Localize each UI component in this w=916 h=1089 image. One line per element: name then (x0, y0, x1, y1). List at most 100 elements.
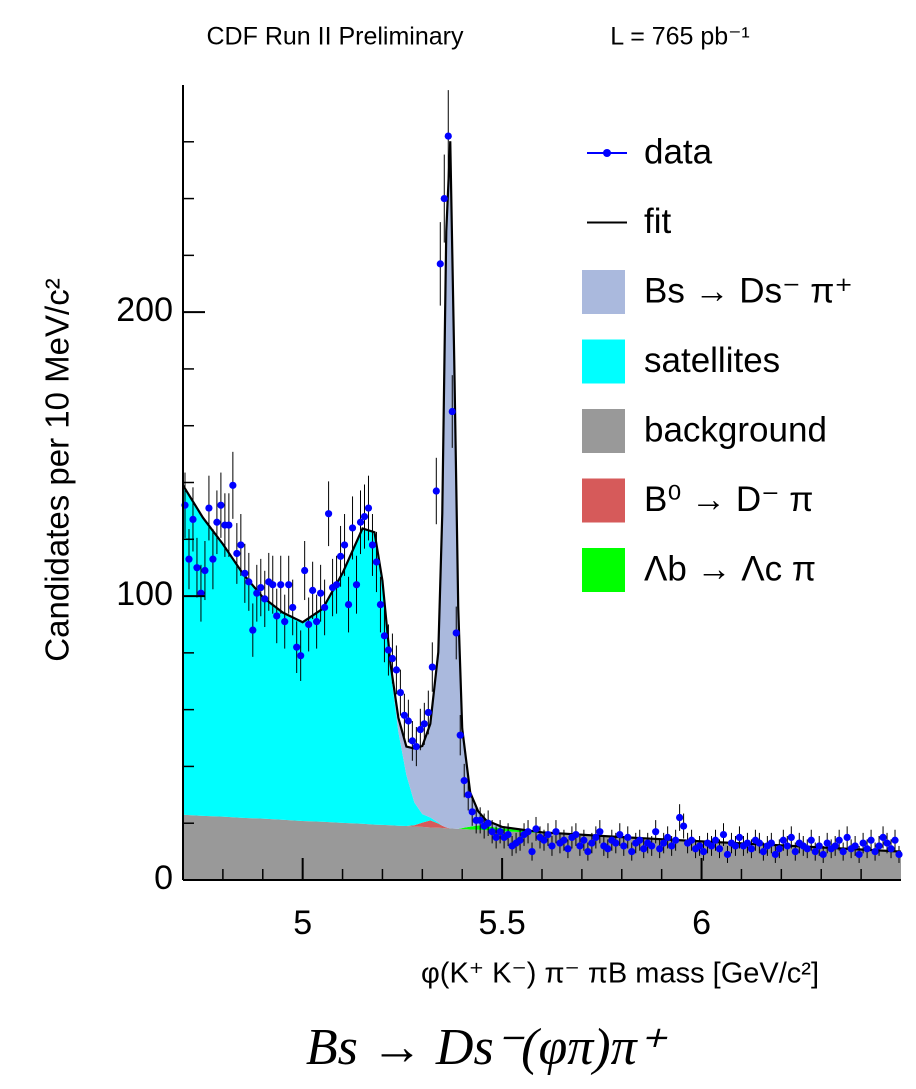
data-point (652, 828, 660, 836)
data-point (321, 603, 329, 612)
data-point (791, 848, 799, 856)
data-point (719, 830, 728, 839)
data-point (855, 850, 863, 859)
chart-subtitle: L = 765 pb⁻¹ (610, 23, 749, 51)
caption: Bs → Ds⁻(φπ)π⁺ (306, 1019, 668, 1076)
data-point (285, 581, 293, 589)
data-point (388, 654, 397, 663)
data-point (660, 839, 668, 847)
data-point (289, 603, 297, 612)
data-point (576, 842, 584, 850)
data-point (775, 845, 783, 853)
data-point (680, 822, 688, 830)
data-point (811, 848, 819, 856)
data-point (384, 646, 393, 654)
data-point (560, 836, 568, 844)
data-point (404, 717, 412, 725)
data-point (233, 549, 241, 558)
data-point (488, 828, 496, 836)
data-point (317, 589, 325, 597)
data-point (324, 510, 333, 518)
data-point (552, 828, 560, 836)
data-point (867, 836, 875, 844)
data-point (640, 845, 648, 853)
legend-swatch (582, 478, 625, 523)
data-point (277, 581, 285, 589)
data-point (408, 737, 416, 745)
legend-item: satellites (582, 339, 780, 384)
data-point (656, 845, 664, 853)
data-point (871, 848, 879, 856)
data-point (895, 850, 903, 859)
data-point (532, 825, 540, 833)
data-point (261, 595, 269, 603)
data-point (420, 720, 428, 728)
legend-label: data (644, 132, 713, 171)
data-point (859, 839, 867, 847)
data-point (189, 515, 197, 524)
component-area (183, 485, 901, 852)
data-point (540, 836, 548, 844)
data-point (448, 407, 456, 416)
x-tick-label: 5.5 (478, 904, 525, 942)
data-point (524, 828, 532, 836)
data-point (887, 845, 895, 853)
data-point (807, 836, 815, 844)
data-point (197, 589, 205, 597)
data-point (735, 833, 744, 842)
data-point (229, 481, 237, 489)
data-point (380, 632, 389, 640)
data-point (336, 552, 345, 560)
data-point (695, 842, 704, 850)
data-point (368, 541, 377, 549)
data-point (452, 629, 460, 637)
data-point (301, 566, 309, 575)
data-point (400, 711, 408, 719)
data-point (360, 512, 369, 521)
data-point (767, 839, 775, 847)
data-point (779, 836, 787, 844)
data-point (604, 845, 612, 853)
data-point (356, 518, 365, 526)
data-point (747, 845, 756, 853)
legend-label: fit (644, 202, 672, 241)
data-point (664, 833, 672, 842)
legend-item: data (587, 132, 713, 171)
data-point (273, 612, 281, 620)
data-point (624, 833, 632, 842)
data-point (815, 842, 823, 850)
data-point (711, 836, 720, 844)
data-point (592, 833, 600, 842)
data-point (249, 626, 257, 634)
data-point (340, 541, 349, 549)
data-point (257, 583, 265, 592)
chart-title: CDF Run II Preliminary (207, 23, 464, 51)
data-point (209, 555, 217, 563)
data-point (668, 842, 676, 850)
y-axis-label: Candidates per 10 MeV/c² (39, 278, 76, 661)
data-point (456, 731, 464, 739)
data-point (628, 848, 636, 856)
data-point (843, 833, 851, 842)
data-point (468, 808, 476, 816)
data-point (213, 518, 221, 526)
data-point (269, 581, 277, 589)
data-point (496, 828, 504, 836)
data-point (464, 791, 472, 799)
legend-label: Λb → Λc π (644, 549, 816, 588)
data-point (699, 848, 708, 856)
data-point (676, 813, 684, 822)
legend-item: B⁰ → D⁻ π (582, 478, 813, 523)
data-point (305, 620, 313, 629)
data-point (528, 848, 536, 856)
component-area (183, 814, 901, 880)
data-point (731, 842, 740, 850)
data-point (572, 830, 580, 839)
data-point (636, 836, 644, 844)
data-point (245, 578, 253, 586)
data-point (376, 600, 385, 609)
data-point (723, 850, 732, 859)
legend-label: B⁰ → D⁻ π (644, 480, 813, 519)
legend-item: background (582, 409, 827, 453)
data-point (783, 842, 791, 850)
